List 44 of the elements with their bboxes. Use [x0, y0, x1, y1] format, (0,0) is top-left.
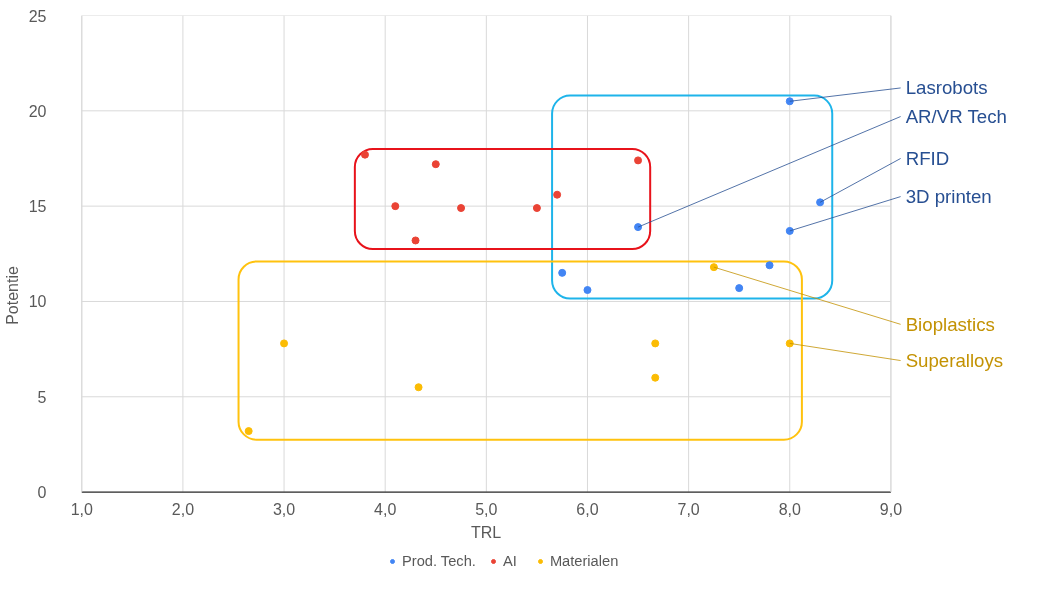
point [651, 373, 660, 382]
point [360, 150, 369, 159]
y-tick-label: 0 [37, 484, 47, 502]
annotation: 3D printen [905, 186, 992, 208]
annotation: Superalloys [905, 350, 1004, 372]
y-tick-label: 5 [37, 388, 47, 406]
x-tick-label: 1,0 [70, 501, 93, 519]
y-tick-label: 25 [28, 7, 47, 25]
x-tick-label: 9,0 [879, 501, 903, 519]
point [244, 427, 253, 436]
legend-label: AI [502, 553, 518, 569]
x-tick-label: 6,0 [576, 501, 599, 519]
point [414, 383, 423, 392]
x-tick-label: 8,0 [778, 501, 801, 519]
x-tick-label: 5,0 [475, 501, 498, 519]
x-tick-label: 4,0 [374, 501, 397, 519]
point [431, 160, 440, 169]
point [558, 268, 567, 277]
annotation: RFID [905, 147, 950, 169]
point [583, 286, 592, 295]
y-axis-title: Potentie [3, 266, 21, 325]
point [634, 156, 643, 165]
annotation: Bioplastics [905, 313, 995, 335]
point [280, 339, 289, 348]
point [553, 190, 562, 199]
y-tick-label: 10 [28, 293, 47, 311]
point [735, 284, 744, 293]
x-tick-label: 2,0 [171, 501, 195, 519]
annotation: Lasrobots [905, 77, 988, 99]
point [785, 339, 794, 348]
x-axis-title: TRL [470, 523, 502, 541]
point [391, 202, 400, 211]
x-tick-label: 3,0 [272, 501, 296, 519]
annotation: AR/VR Tech [905, 106, 1007, 128]
y-tick-label: 20 [28, 102, 47, 120]
point [457, 204, 466, 213]
x-tick-label: 7,0 [677, 501, 700, 519]
point [765, 261, 774, 270]
y-tick-label: 15 [28, 198, 47, 216]
point [651, 339, 660, 348]
legend-label: Prod. Tech. [402, 553, 476, 569]
point [411, 236, 420, 245]
legend-label: Materialen [549, 553, 619, 569]
point [532, 204, 541, 213]
